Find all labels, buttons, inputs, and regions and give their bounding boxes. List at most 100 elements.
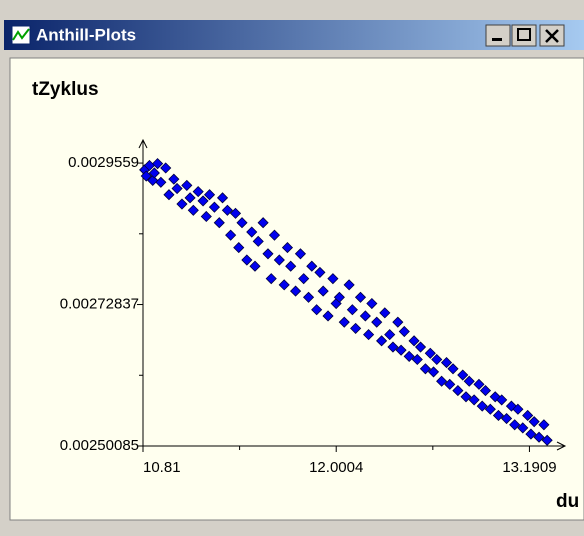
- point: [163, 189, 175, 201]
- point: [363, 329, 375, 341]
- point: [463, 375, 475, 387]
- point: [246, 226, 258, 238]
- point: [233, 241, 245, 254]
- point: [302, 291, 315, 303]
- point: [392, 316, 404, 328]
- point: [473, 378, 485, 390]
- point: [398, 325, 410, 338]
- x-tick-label: 13.1909: [502, 459, 556, 476]
- point: [379, 307, 391, 319]
- point: [298, 273, 310, 285]
- point: [468, 394, 480, 406]
- point: [140, 170, 152, 182]
- point: [262, 248, 274, 260]
- point: [528, 416, 540, 428]
- point: [427, 366, 440, 378]
- point: [343, 279, 355, 291]
- point: [257, 217, 269, 229]
- point: [346, 304, 358, 316]
- point: [496, 394, 508, 406]
- y-tick-label: 0.0029559: [68, 154, 139, 171]
- point: [387, 341, 399, 353]
- y-tick-label: 0.00250085: [60, 437, 139, 454]
- point: [476, 400, 488, 412]
- point: [265, 273, 277, 285]
- point: [512, 403, 524, 415]
- point: [229, 207, 242, 219]
- point: [333, 291, 345, 303]
- point: [440, 357, 453, 369]
- point: [181, 179, 193, 191]
- close-button[interactable]: [539, 24, 565, 47]
- y-axis-arrow: [138, 138, 148, 149]
- point: [311, 304, 323, 316]
- point: [285, 260, 297, 272]
- maximize-button[interactable]: [511, 24, 537, 47]
- point: [517, 422, 529, 434]
- y-tick-label: 0.00272837: [60, 296, 139, 313]
- point: [525, 428, 537, 440]
- point: [273, 254, 285, 266]
- x-tick-label: 10.81: [143, 459, 181, 476]
- point: [192, 186, 204, 198]
- point: [200, 210, 212, 223]
- point: [460, 391, 472, 403]
- point: [176, 198, 188, 210]
- point: [376, 335, 388, 347]
- point: [338, 316, 350, 328]
- point: [216, 192, 229, 204]
- point: [414, 341, 427, 353]
- window-title: Anthill-Plots: [36, 25, 136, 44]
- point: [447, 363, 459, 375]
- point: [354, 291, 367, 303]
- x-tick-label: 12.0004: [309, 459, 363, 476]
- point: [160, 162, 172, 174]
- point: [403, 350, 415, 362]
- point: [492, 409, 505, 422]
- point: [411, 353, 423, 366]
- point: [241, 254, 253, 266]
- point: [350, 322, 362, 334]
- point: [203, 189, 216, 201]
- point: [436, 375, 448, 387]
- point: [306, 260, 318, 272]
- point: [484, 403, 496, 415]
- point: [522, 409, 534, 422]
- point: [252, 235, 264, 247]
- point: [197, 195, 209, 207]
- point: [168, 173, 180, 185]
- point: [327, 273, 339, 285]
- point: [249, 260, 261, 272]
- point: [366, 297, 378, 310]
- point: [501, 412, 513, 425]
- point: [155, 176, 167, 188]
- point: [290, 285, 302, 297]
- point: [171, 182, 183, 195]
- point: [294, 248, 307, 260]
- point: [371, 316, 383, 328]
- point: [452, 385, 464, 397]
- point: [317, 285, 329, 297]
- point: [419, 363, 431, 375]
- point: [184, 192, 196, 204]
- point: [152, 158, 164, 170]
- x-axis-label: du: [556, 491, 579, 512]
- point: [314, 266, 326, 279]
- point: [431, 353, 443, 366]
- x-axis-arrow: [556, 441, 567, 451]
- point: [208, 201, 220, 213]
- point: [424, 347, 436, 359]
- point: [148, 167, 160, 179]
- point: [384, 329, 396, 341]
- point: [444, 378, 456, 390]
- point: [268, 229, 281, 241]
- point: [533, 431, 545, 443]
- point: [509, 419, 521, 431]
- point: [538, 419, 550, 431]
- point: [395, 344, 407, 356]
- minimize-button[interactable]: [485, 24, 511, 47]
- point: [278, 279, 290, 291]
- point: [541, 434, 553, 446]
- point: [236, 217, 248, 229]
